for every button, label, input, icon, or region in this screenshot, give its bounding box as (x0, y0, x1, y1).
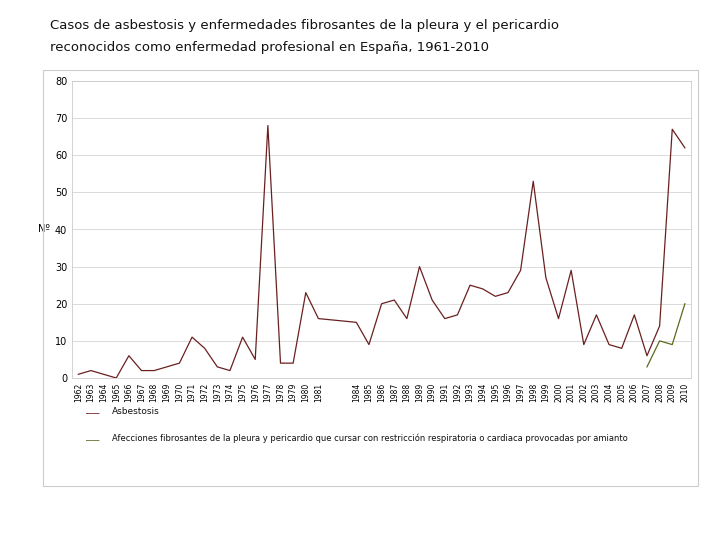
Text: ——: —— (86, 408, 100, 418)
Text: Casos de asbestosis y enfermedades fibrosantes de la pleura y el pericardio: Casos de asbestosis y enfermedades fibro… (50, 19, 559, 32)
Text: reconocidos como enfermedad profesional en España, 1961-2010: reconocidos como enfermedad profesional … (50, 40, 490, 53)
Text: Afecciones fibrosantes de la pleura y pericardio que cursar con restricción resp: Afecciones fibrosantes de la pleura y pe… (112, 434, 627, 443)
Text: Asbestosis: Asbestosis (112, 407, 159, 416)
Text: ——: —— (86, 435, 100, 445)
Y-axis label: Nº: Nº (37, 225, 50, 234)
